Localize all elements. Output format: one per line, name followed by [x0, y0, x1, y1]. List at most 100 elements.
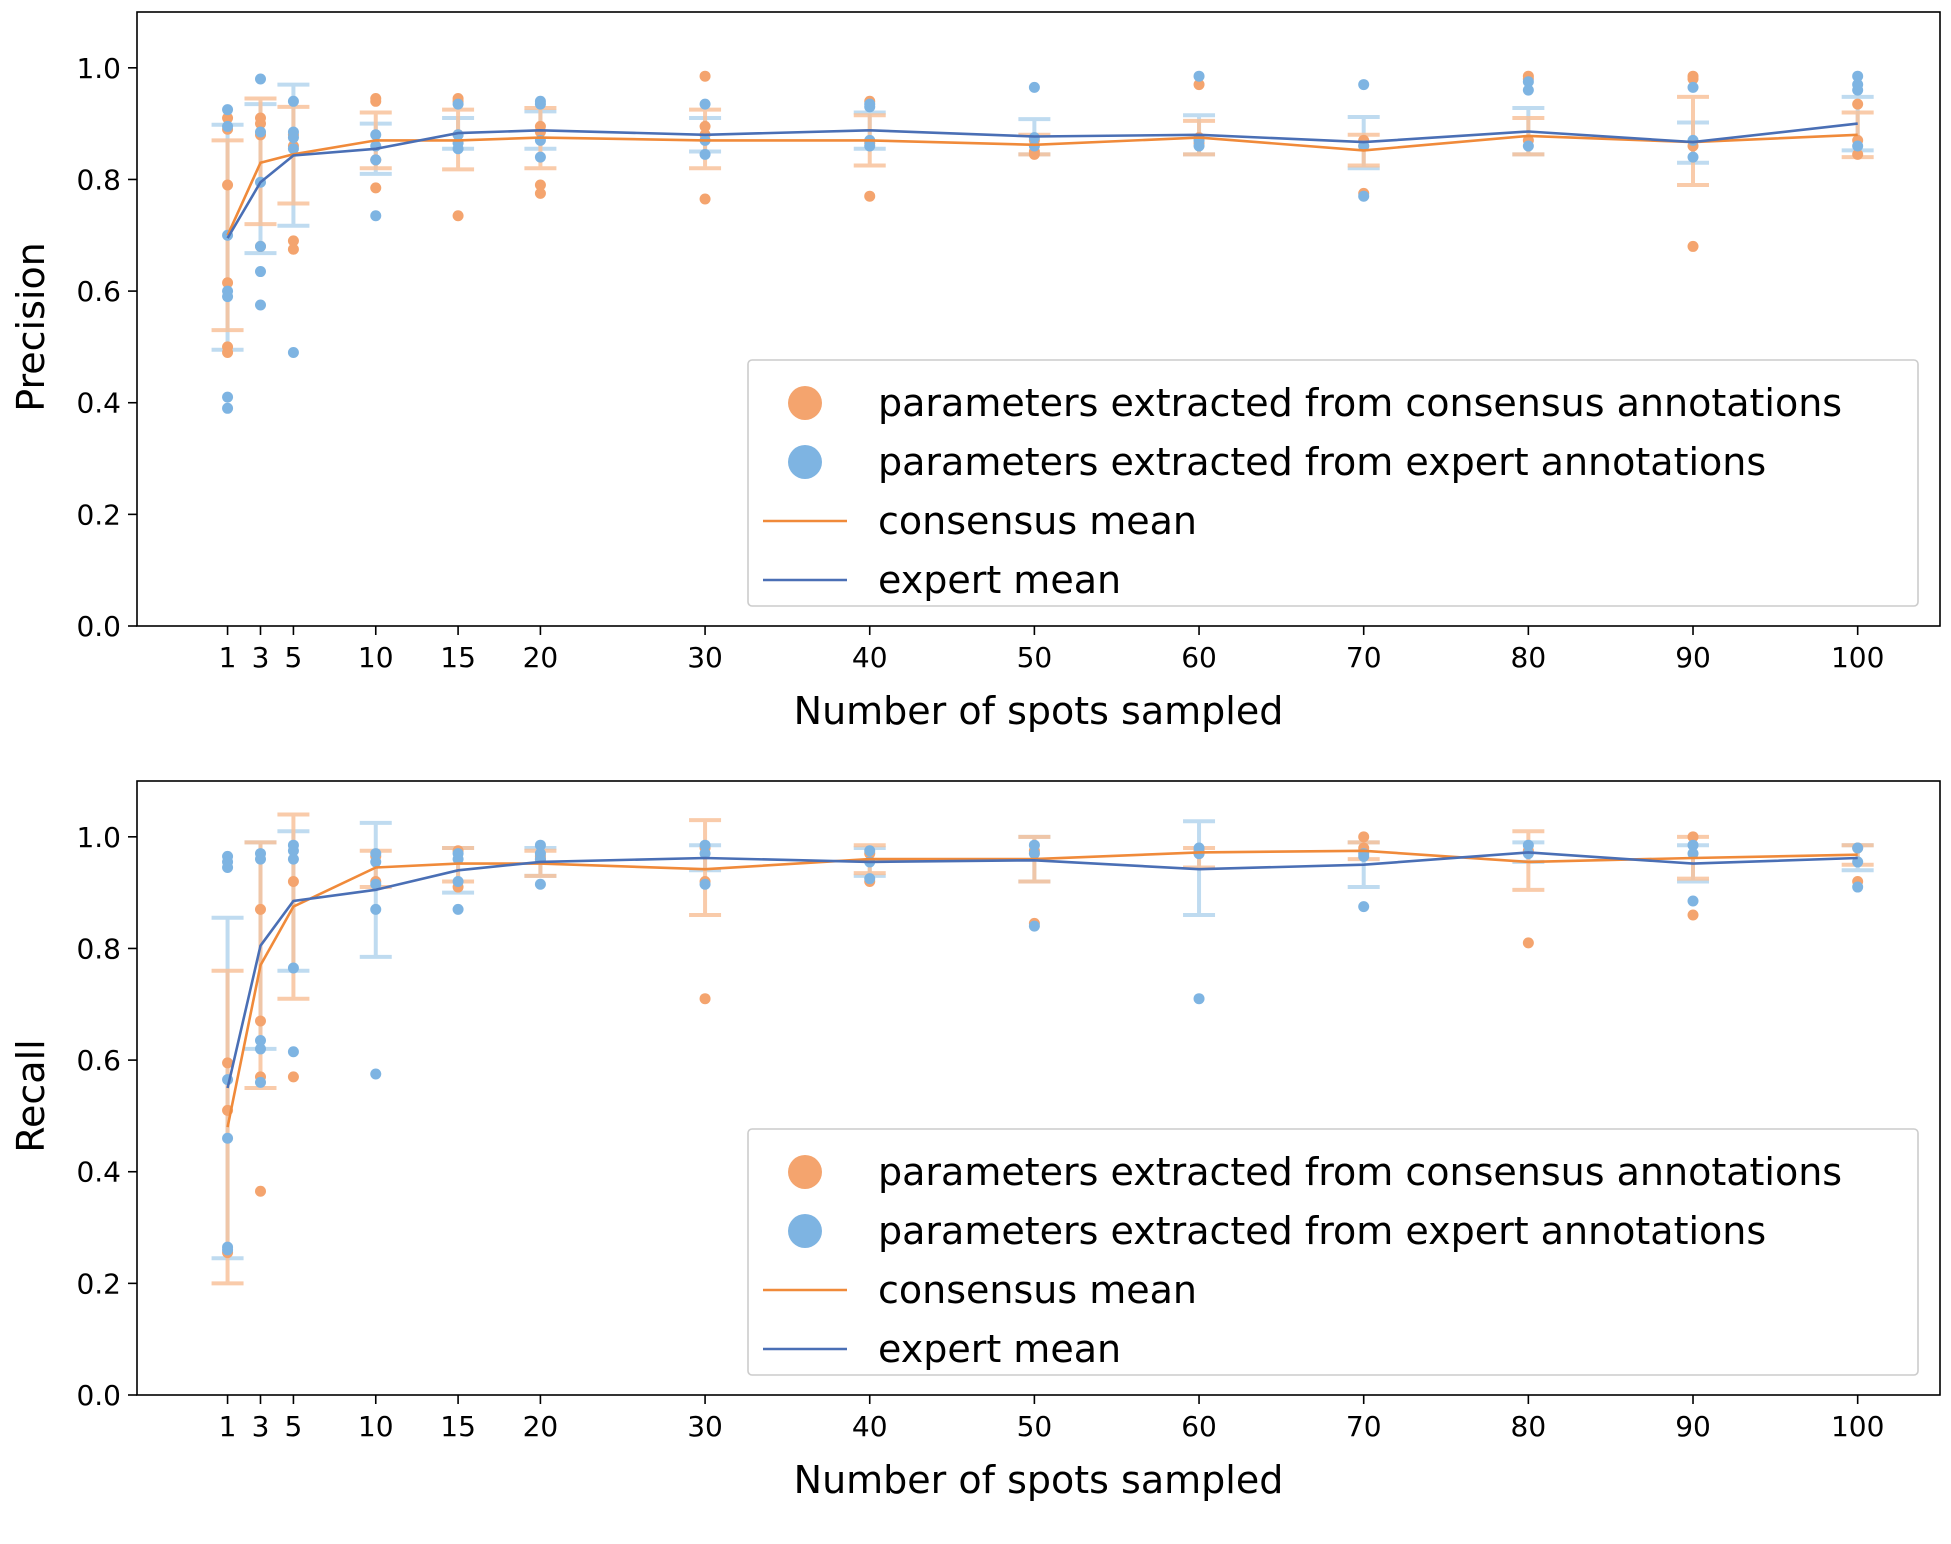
expert-point: [1687, 839, 1699, 851]
consensus-point: [287, 235, 299, 247]
panel-precision: 0.0 0.2 0.4 0.6 0.8 1.0 1 3 5 10 15 20 30 40 50 60 70 80 9…: [9, 11, 1941, 733]
x-tick-label: 60: [1181, 641, 1217, 674]
plot-frame: [136, 780, 1941, 1396]
expert-point: [370, 154, 382, 166]
expert-point: [1852, 842, 1864, 854]
expert-point: [1687, 895, 1699, 907]
consensus-point: [287, 1071, 299, 1083]
expert-point: [370, 903, 382, 915]
y-tick-label: 1.0: [76, 821, 121, 854]
consensus-point: [370, 182, 382, 194]
expert-point: [254, 1035, 266, 1047]
legend-consensus-mean-label: consensus mean: [878, 499, 1197, 543]
consensus-point: [222, 277, 234, 289]
expert-point: [1358, 190, 1370, 202]
consensus-point: [1193, 79, 1205, 91]
expert-point: [1852, 70, 1864, 82]
x-tick-label: 15: [440, 641, 476, 674]
y-tick-label: 0.8: [76, 932, 121, 965]
legend-consensus-mean-label: consensus mean: [878, 1268, 1197, 1312]
consensus-point: [1687, 73, 1699, 85]
consensus-point: [222, 346, 234, 358]
expert-point: [222, 391, 234, 403]
expert-point: [452, 143, 464, 155]
expert-point: [864, 845, 876, 857]
x-tick-label: 1: [219, 1410, 237, 1443]
consensus-point: [864, 190, 876, 202]
expert-point: [1852, 84, 1864, 96]
expert-point: [222, 402, 234, 414]
consensus-point: [1852, 98, 1864, 110]
expert-point: [864, 101, 876, 113]
legend-expert-mean-label: expert mean: [878, 558, 1121, 602]
x-tick-label: 10: [358, 1410, 394, 1443]
consensus-point: [699, 193, 711, 205]
consensus-point: [287, 875, 299, 887]
x-tick-label: 100: [1831, 1410, 1884, 1443]
consensus-mean-line: [226, 133, 1858, 236]
expert-point: [1358, 850, 1370, 862]
expert-point: [254, 299, 266, 311]
expert-point: [699, 98, 711, 110]
legend-consensus-points-marker: [788, 386, 822, 420]
expert-point: [222, 862, 234, 874]
expert-point: [370, 1068, 382, 1080]
expert-point: [287, 132, 299, 144]
x-tick-label: 40: [852, 1410, 888, 1443]
expert-point: [370, 878, 382, 890]
expert-point: [1028, 81, 1040, 93]
expert-point: [287, 143, 299, 155]
expert-point: [1522, 84, 1534, 96]
consensus-point: [1358, 831, 1370, 843]
y-tick-label: 0.8: [76, 163, 121, 196]
expert-point: [222, 120, 234, 132]
expert-point: [254, 240, 266, 252]
expert-point: [1522, 140, 1534, 152]
expert-point: [699, 848, 711, 860]
expert-point: [1687, 848, 1699, 860]
consensus-point: [534, 179, 546, 191]
consensus-point: [534, 187, 546, 199]
expert-point: [254, 266, 266, 278]
y-tick-label: 1.0: [76, 52, 121, 85]
expert-point: [1358, 901, 1370, 913]
x-tick-label: 80: [1511, 1410, 1547, 1443]
x-tick-label: 90: [1675, 641, 1711, 674]
consensus-point: [287, 243, 299, 255]
legend-expert-points-label: parameters extracted from expert annotat…: [878, 1209, 1766, 1253]
legend: parameters extracted from consensus anno…: [747, 1128, 1919, 1376]
legend-expert-mean-label: expert mean: [878, 1327, 1121, 1371]
x-tick-label: 3: [252, 1410, 270, 1443]
y-tick-label: 0.2: [76, 498, 121, 531]
consensus-point: [699, 993, 711, 1005]
expert-point: [452, 853, 464, 865]
expert-point: [287, 845, 299, 857]
legend-consensus-points-label: parameters extracted from consensus anno…: [878, 1150, 1842, 1194]
x-tick-label: 1: [219, 641, 237, 674]
x-tick-label: 60: [1181, 1410, 1217, 1443]
expert-point: [1687, 151, 1699, 163]
expert-point: [1193, 993, 1205, 1005]
y-tick-label: 0.6: [76, 275, 121, 308]
x-tick-label: 10: [358, 641, 394, 674]
y-axis-label: Precision: [9, 242, 53, 412]
expert-point: [1522, 839, 1534, 851]
expert-point: [222, 291, 234, 303]
expert-point: [370, 848, 382, 860]
expert-point: [222, 1132, 234, 1144]
expert-point: [254, 126, 266, 138]
expert-mean-line: [226, 851, 1858, 1089]
consensus-point: [1028, 148, 1040, 160]
expert-point: [1852, 140, 1864, 152]
x-tick-label: 5: [285, 1410, 303, 1443]
expert-point: [1028, 848, 1040, 860]
expert-mean-line: [226, 122, 1858, 239]
consensus-point: [1522, 937, 1534, 949]
consensus-point: [1687, 831, 1699, 843]
legend-box: [747, 359, 1919, 607]
x-tick-label: 20: [523, 641, 559, 674]
x-tick-label: 15: [440, 1410, 476, 1443]
expert-point: [534, 839, 546, 851]
x-tick-label: 90: [1675, 1410, 1711, 1443]
